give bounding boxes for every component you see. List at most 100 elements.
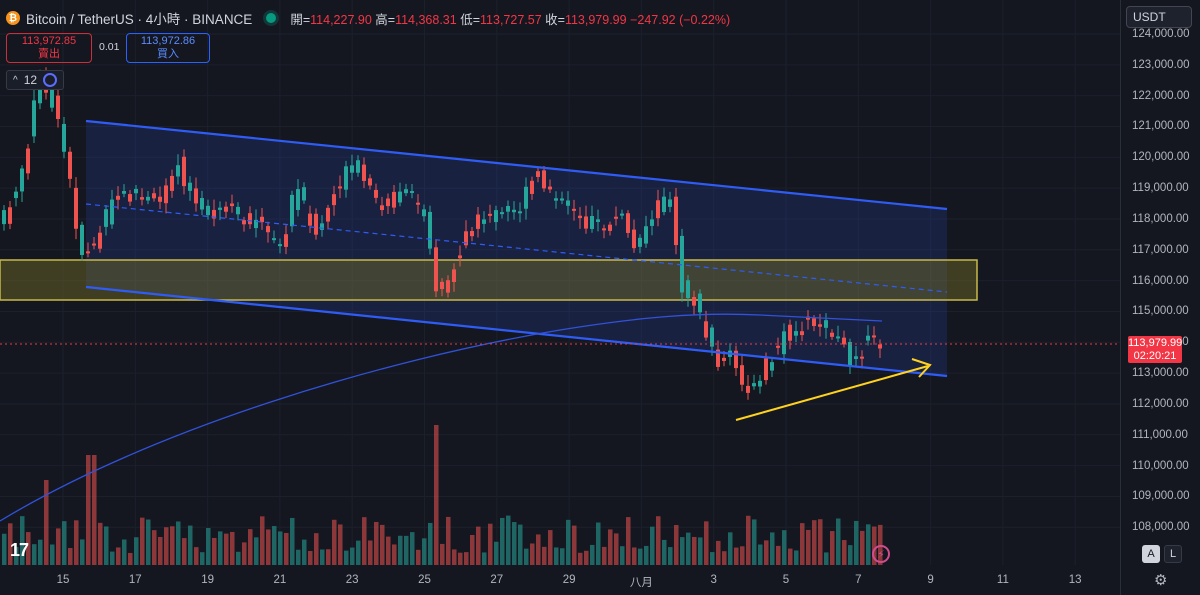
indicator-ring-icon xyxy=(43,73,58,87)
time-tick: 7 xyxy=(855,574,862,586)
volume-bar xyxy=(824,552,829,565)
candle xyxy=(374,189,378,198)
time-tick: 25 xyxy=(418,574,431,586)
candle xyxy=(680,235,684,293)
candle xyxy=(776,345,780,348)
candle xyxy=(422,209,426,217)
candle xyxy=(242,220,246,225)
volume-bar xyxy=(26,532,31,565)
symbol-title[interactable]: Bitcoin / TetherUS · 4小時 · BINANCE xyxy=(26,12,253,27)
candle xyxy=(386,198,390,207)
volume-bar xyxy=(224,533,229,565)
candle xyxy=(68,151,72,179)
candle xyxy=(512,209,516,213)
volume-bar xyxy=(188,525,193,565)
sell-button[interactable]: 113,972.85 賣出 xyxy=(6,33,92,63)
candle xyxy=(146,196,150,201)
volume-bar xyxy=(542,546,547,565)
candle xyxy=(392,191,396,208)
volume-bar xyxy=(866,524,871,565)
candle xyxy=(212,209,216,219)
candle xyxy=(332,194,336,206)
candle xyxy=(302,187,306,201)
ohlc-readout: 開=114,227.90 高=114,368.31 低=113,727.57 收… xyxy=(290,12,731,27)
volume-bar xyxy=(146,519,151,565)
volume-bar xyxy=(218,531,223,565)
candle xyxy=(434,247,438,292)
volume-bar xyxy=(476,526,481,565)
buy-button[interactable]: 113,972.86 買入 xyxy=(126,33,210,63)
candle xyxy=(254,219,258,229)
volume-bar xyxy=(452,549,457,565)
candle xyxy=(278,244,282,247)
lightning-icon[interactable]: ⚡ xyxy=(872,545,890,563)
candle xyxy=(716,349,720,367)
price-tick: 110,000.00 xyxy=(1132,459,1189,472)
market-status-icon[interactable] xyxy=(266,13,277,23)
tradingview-logo[interactable]: 17 xyxy=(10,540,29,560)
volume-bar xyxy=(524,548,529,565)
indicator-count: 12 xyxy=(23,73,38,87)
price-tick: 123,000.00 xyxy=(1132,58,1190,71)
indicators-toggle[interactable]: ^ 12 xyxy=(6,70,65,90)
volume-bar xyxy=(386,536,391,565)
candle xyxy=(452,269,456,283)
candle xyxy=(740,365,744,385)
volume-bar xyxy=(842,540,847,565)
time-tick: 11 xyxy=(996,574,1009,586)
gear-icon[interactable]: ⚙ xyxy=(1154,572,1168,589)
candle xyxy=(608,224,612,231)
volume-bar xyxy=(326,549,331,565)
volume-bar xyxy=(248,529,253,565)
auto-scale-button[interactable]: A xyxy=(1142,545,1160,563)
time-tick: 13 xyxy=(1068,574,1082,586)
volume-bar xyxy=(38,539,43,565)
volume-bar xyxy=(608,529,613,565)
log-scale-button[interactable]: L xyxy=(1164,545,1182,563)
volume-bar xyxy=(512,522,517,565)
volume-bar xyxy=(116,547,121,565)
volume-bar xyxy=(428,522,433,565)
candle xyxy=(656,200,660,219)
candle xyxy=(116,195,120,200)
volume-bar xyxy=(2,533,7,565)
volume-bar xyxy=(668,547,673,565)
volume-bar xyxy=(506,515,511,565)
volume-bar xyxy=(800,523,805,565)
candle xyxy=(20,168,24,192)
candle xyxy=(260,216,264,223)
volume-bar xyxy=(80,539,85,565)
candle xyxy=(92,243,96,246)
volume-bar xyxy=(374,521,379,565)
volume-bar xyxy=(674,525,679,565)
volume-bar xyxy=(740,546,745,565)
candle xyxy=(590,216,594,229)
volume-bar xyxy=(110,551,115,565)
candle xyxy=(782,331,786,355)
candle xyxy=(734,350,738,369)
volume-bar xyxy=(134,537,139,565)
buy-label: 買入 xyxy=(157,48,179,60)
volume-bar xyxy=(20,516,25,565)
volume-bar xyxy=(368,540,373,565)
volume-bar xyxy=(812,520,817,565)
candle xyxy=(488,213,492,216)
volume-bar xyxy=(644,545,649,565)
volume-bar xyxy=(818,519,823,565)
volume-bar xyxy=(482,552,487,565)
price-tick: 122,000.00 xyxy=(1132,89,1190,102)
candle xyxy=(74,187,78,229)
volume-bar xyxy=(770,532,775,565)
currency-select[interactable]: USDT xyxy=(1126,6,1192,28)
candle xyxy=(530,180,534,194)
candle xyxy=(290,194,294,227)
candle xyxy=(110,199,114,225)
volume-bar xyxy=(314,533,319,565)
candle xyxy=(638,237,642,247)
volume-bar xyxy=(158,536,163,565)
candle xyxy=(284,234,288,247)
candle xyxy=(398,191,402,203)
volume-bar xyxy=(122,539,127,565)
volume-bar xyxy=(206,528,211,565)
